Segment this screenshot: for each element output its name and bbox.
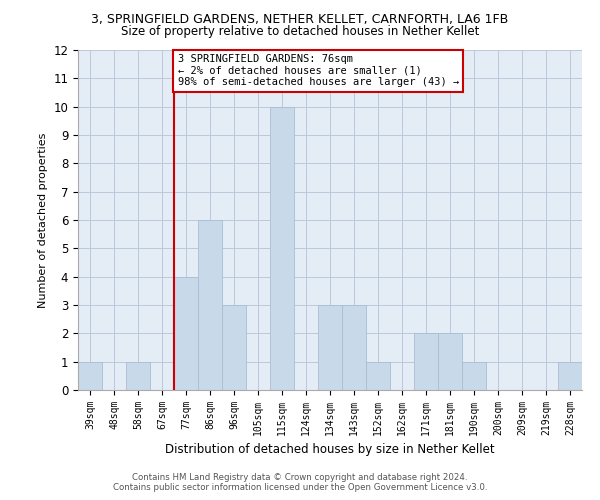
Text: 3, SPRINGFIELD GARDENS, NETHER KELLET, CARNFORTH, LA6 1FB: 3, SPRINGFIELD GARDENS, NETHER KELLET, C… [91, 12, 509, 26]
Bar [342, 305, 366, 390]
Y-axis label: Number of detached properties: Number of detached properties [38, 132, 48, 308]
Bar [174, 276, 198, 390]
Bar [366, 362, 390, 390]
Bar [558, 362, 582, 390]
Bar [414, 334, 438, 390]
Text: Size of property relative to detached houses in Nether Kellet: Size of property relative to detached ho… [121, 25, 479, 38]
Text: Contains HM Land Registry data © Crown copyright and database right 2024.
Contai: Contains HM Land Registry data © Crown c… [113, 473, 487, 492]
Bar [318, 305, 342, 390]
X-axis label: Distribution of detached houses by size in Nether Kellet: Distribution of detached houses by size … [165, 444, 495, 456]
Bar [270, 106, 294, 390]
Text: 3 SPRINGFIELD GARDENS: 76sqm
← 2% of detached houses are smaller (1)
98% of semi: 3 SPRINGFIELD GARDENS: 76sqm ← 2% of det… [178, 54, 459, 88]
Bar [438, 334, 462, 390]
Bar [126, 362, 150, 390]
Bar [78, 362, 102, 390]
Bar [462, 362, 486, 390]
Bar [198, 220, 222, 390]
Bar [222, 305, 246, 390]
